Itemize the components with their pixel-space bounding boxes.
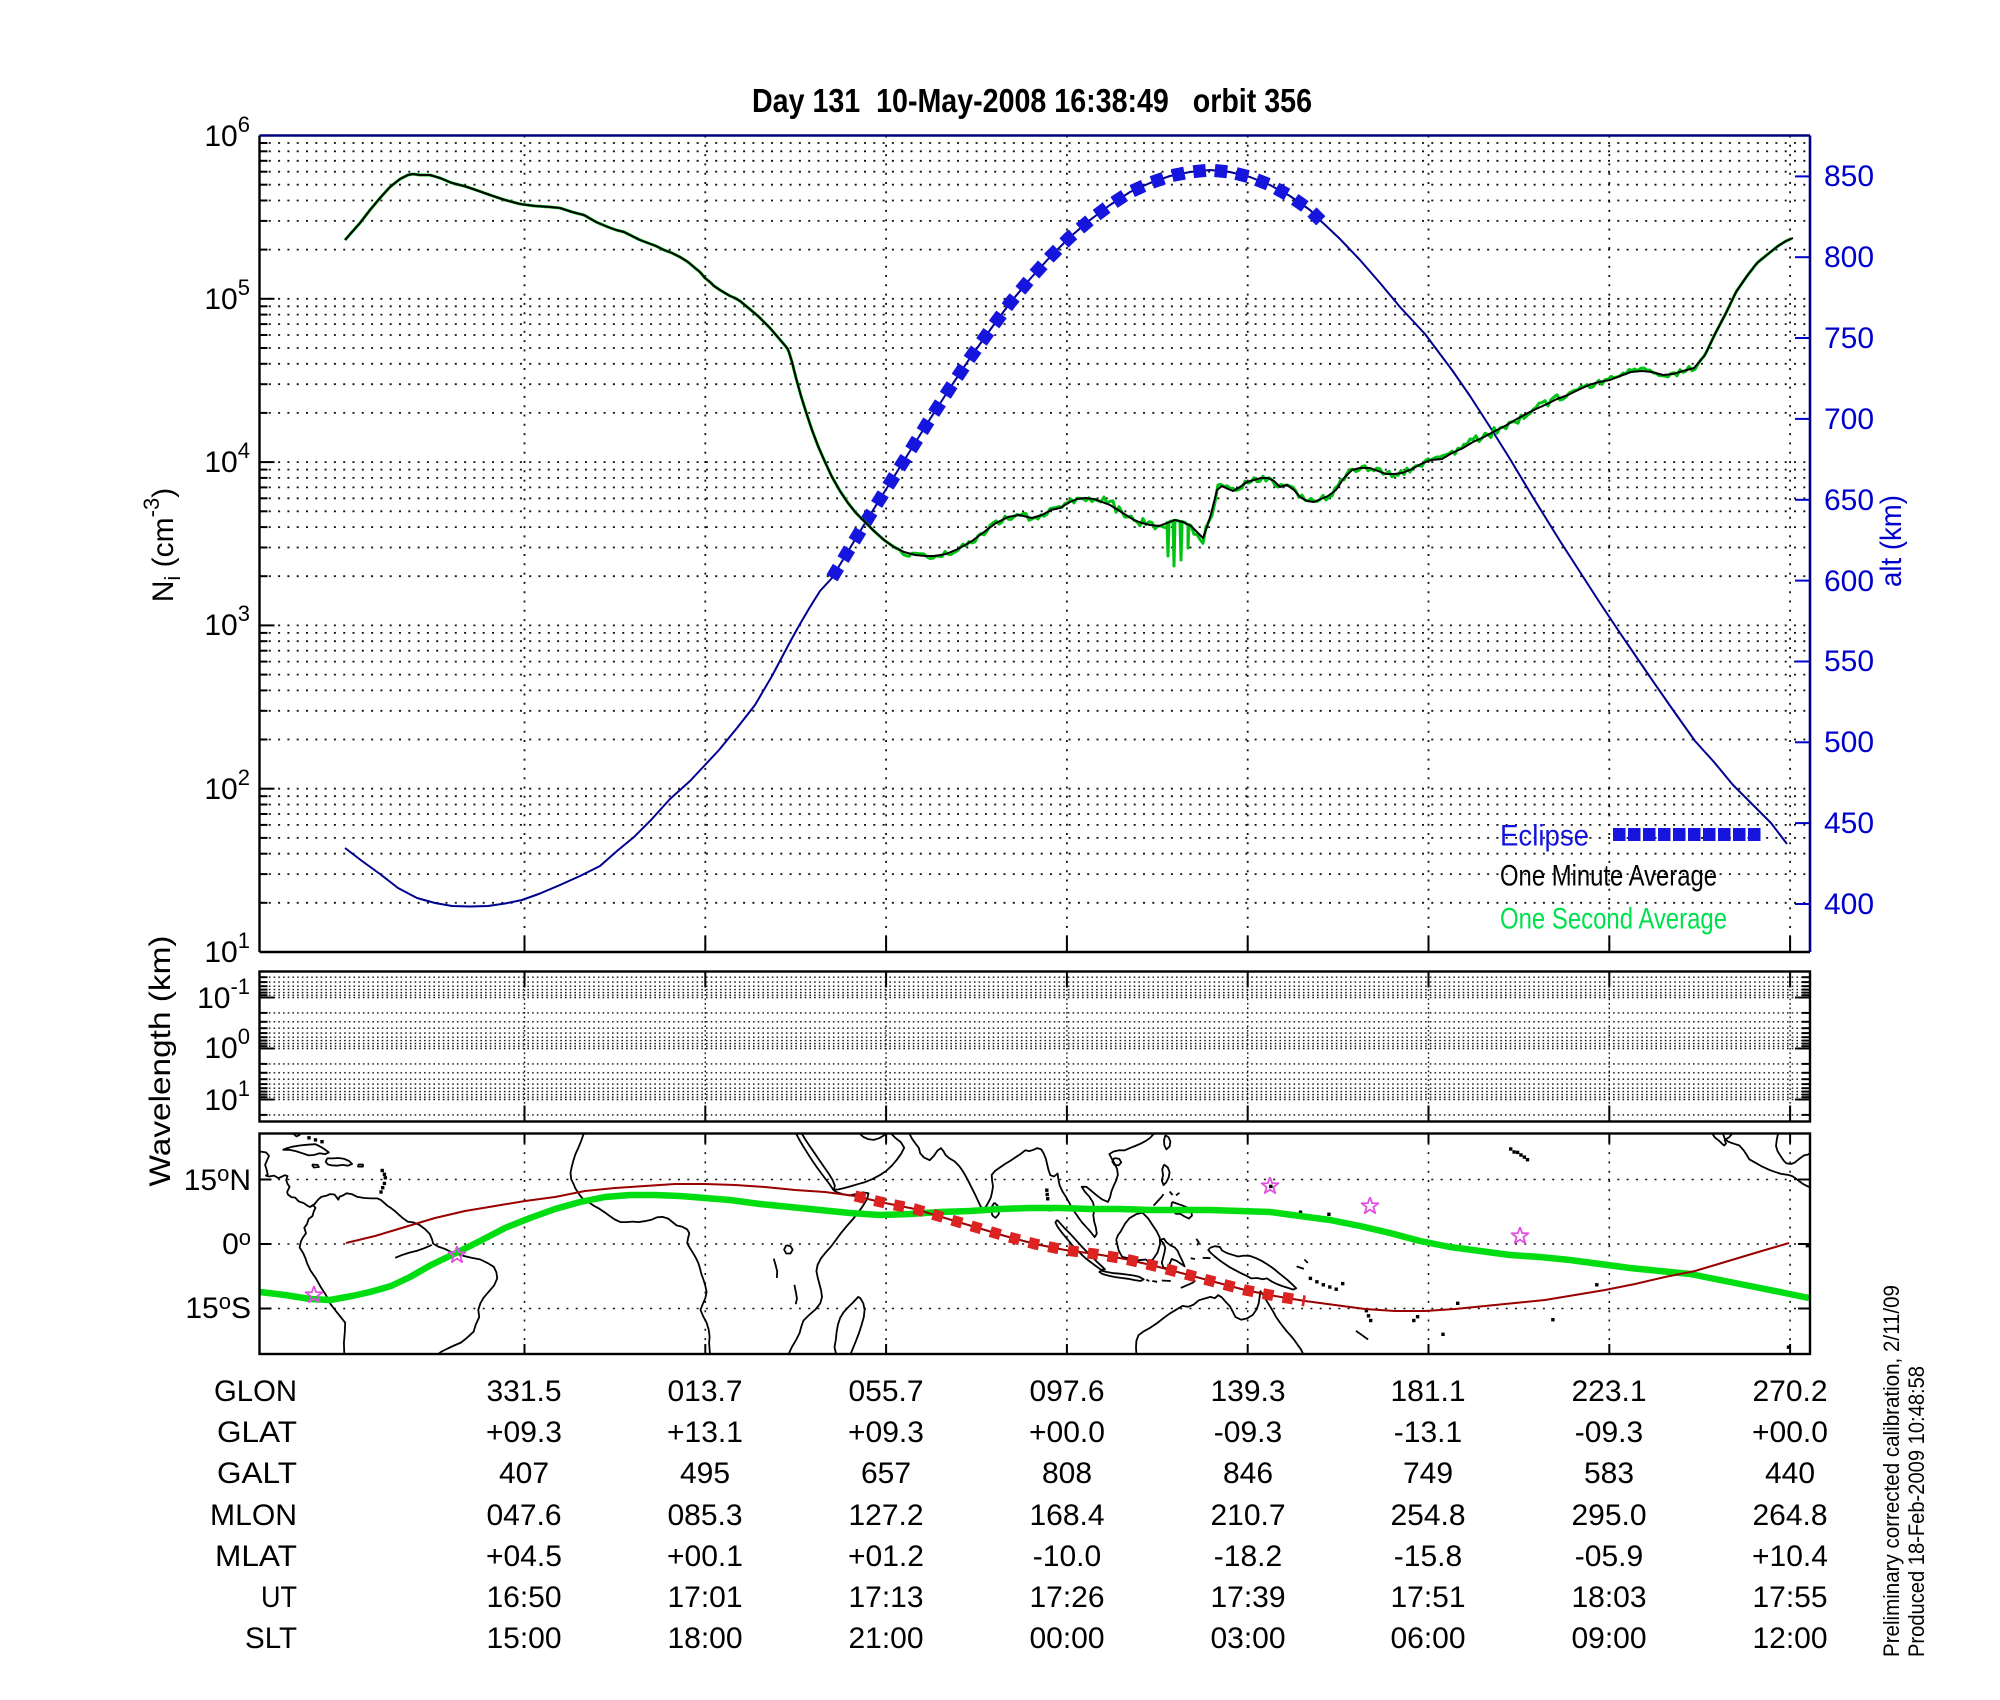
svg-text:264.8: 264.8: [1752, 1499, 1827, 1532]
svg-text:700: 700: [1824, 403, 1874, 436]
svg-text:+09.3: +09.3: [848, 1416, 924, 1449]
svg-text:GLAT: GLAT: [217, 1416, 297, 1449]
svg-text:Produced 18-Feb-2009 10:48:58: Produced 18-Feb-2009 10:48:58: [1904, 1366, 1929, 1657]
svg-text:Wavelength (km): Wavelength (km): [144, 936, 177, 1187]
svg-text:17:13: 17:13: [848, 1581, 923, 1614]
svg-text:223.1: 223.1: [1571, 1375, 1646, 1408]
svg-text:Eclipse: Eclipse: [1500, 820, 1589, 853]
svg-text:407: 407: [499, 1457, 549, 1490]
svg-text:15:00: 15:00: [486, 1622, 561, 1655]
svg-text:127.2: 127.2: [848, 1499, 923, 1532]
svg-text:21:00: 21:00: [848, 1622, 923, 1655]
svg-text:17:55: 17:55: [1752, 1581, 1827, 1614]
svg-text:850: 850: [1824, 160, 1874, 193]
svg-text:331.5: 331.5: [486, 1375, 561, 1408]
svg-text:GLON: GLON: [214, 1375, 297, 1408]
svg-text:800: 800: [1824, 241, 1874, 274]
svg-text:Day 131 10-May-2008 16:38:49: Day 131 10-May-2008 16:38:49 orbit 356: [752, 82, 1312, 119]
svg-text:Ni (cm-3): Ni (cm-3): [139, 488, 185, 602]
svg-text:-10.0: -10.0: [1033, 1540, 1101, 1573]
svg-text:15oS: 15oS: [185, 1289, 251, 1325]
svg-text:808: 808: [1042, 1457, 1092, 1490]
svg-text:600: 600: [1824, 565, 1874, 598]
svg-text:18:03: 18:03: [1571, 1581, 1646, 1614]
svg-text:alt (km): alt (km): [1875, 495, 1908, 587]
svg-text:-05.9: -05.9: [1575, 1540, 1643, 1573]
svg-text:18:00: 18:00: [667, 1622, 742, 1655]
svg-text:583: 583: [1584, 1457, 1634, 1490]
svg-text:-18.2: -18.2: [1214, 1540, 1282, 1573]
svg-text:846: 846: [1223, 1457, 1273, 1490]
svg-text:047.6: 047.6: [486, 1499, 561, 1532]
svg-text:500: 500: [1824, 726, 1874, 759]
svg-text:749: 749: [1403, 1457, 1453, 1490]
svg-text:06:00: 06:00: [1390, 1622, 1465, 1655]
svg-text:One Second Average: One Second Average: [1500, 903, 1727, 936]
svg-text:055.7: 055.7: [848, 1375, 923, 1408]
svg-text:12:00: 12:00: [1752, 1622, 1827, 1655]
svg-text:450: 450: [1824, 807, 1874, 840]
svg-text:168.4: 168.4: [1029, 1499, 1104, 1532]
svg-text:-13.1: -13.1: [1394, 1416, 1462, 1449]
svg-text:270.2: 270.2: [1752, 1375, 1827, 1408]
svg-text:210.7: 210.7: [1210, 1499, 1285, 1532]
svg-text:097.6: 097.6: [1029, 1375, 1104, 1408]
svg-text:GALT: GALT: [217, 1457, 297, 1490]
svg-text:+09.3: +09.3: [486, 1416, 562, 1449]
svg-text:254.8: 254.8: [1390, 1499, 1465, 1532]
svg-text:15oN: 15oN: [184, 1161, 251, 1197]
svg-text:+13.1: +13.1: [667, 1416, 743, 1449]
svg-text:650: 650: [1824, 484, 1874, 517]
svg-text:SLT: SLT: [245, 1622, 297, 1655]
svg-text:17:51: 17:51: [1390, 1581, 1465, 1614]
svg-text:UT: UT: [261, 1581, 297, 1614]
svg-text:-09.3: -09.3: [1575, 1416, 1643, 1449]
svg-text:+01.2: +01.2: [848, 1540, 924, 1573]
svg-text:550: 550: [1824, 645, 1874, 678]
svg-text:+00.0: +00.0: [1029, 1416, 1105, 1449]
svg-text:-09.3: -09.3: [1214, 1416, 1282, 1449]
svg-text:+04.5: +04.5: [486, 1540, 562, 1573]
svg-text:MLON: MLON: [210, 1499, 297, 1532]
svg-text:181.1: 181.1: [1390, 1375, 1465, 1408]
svg-text:+00.1: +00.1: [667, 1540, 743, 1573]
svg-text:16:50: 16:50: [486, 1581, 561, 1614]
svg-text:17:26: 17:26: [1029, 1581, 1104, 1614]
svg-text:Preliminary corrected calibrat: Preliminary corrected calibration, 2/11/…: [1879, 1285, 1904, 1657]
svg-text:17:01: 17:01: [667, 1581, 742, 1614]
svg-text:03:00: 03:00: [1210, 1622, 1285, 1655]
svg-text:750: 750: [1824, 322, 1874, 355]
svg-text:400: 400: [1824, 888, 1874, 921]
svg-text:139.3: 139.3: [1210, 1375, 1285, 1408]
svg-text:17:39: 17:39: [1210, 1581, 1285, 1614]
svg-text:One Minute Average: One Minute Average: [1500, 860, 1717, 893]
svg-text:09:00: 09:00: [1571, 1622, 1646, 1655]
svg-text:00:00: 00:00: [1029, 1622, 1104, 1655]
svg-text:MLAT: MLAT: [215, 1540, 297, 1573]
svg-text:+00.0: +00.0: [1752, 1416, 1828, 1449]
svg-text:295.0: 295.0: [1571, 1499, 1646, 1532]
svg-text:440: 440: [1765, 1457, 1815, 1490]
svg-text:-15.8: -15.8: [1394, 1540, 1462, 1573]
svg-text:013.7: 013.7: [667, 1375, 742, 1408]
svg-text:085.3: 085.3: [667, 1499, 742, 1532]
svg-text:+10.4: +10.4: [1752, 1540, 1828, 1573]
svg-text:495: 495: [680, 1457, 730, 1490]
svg-text:657: 657: [861, 1457, 911, 1490]
